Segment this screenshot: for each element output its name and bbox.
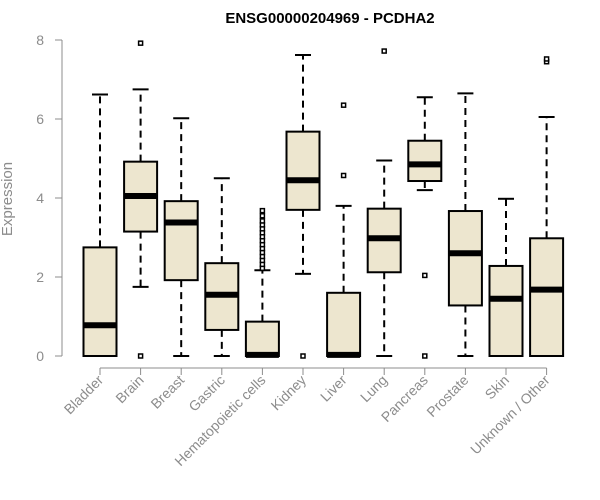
outlier-point	[422, 353, 428, 359]
box-kidney	[285, 54, 321, 359]
iqr-box	[285, 130, 321, 211]
outlier-point	[259, 207, 266, 214]
box-skin	[488, 197, 524, 357]
x-tick-label: Brain	[112, 372, 146, 406]
box-series	[82, 40, 565, 359]
x-tick-label: Liver	[317, 372, 350, 405]
outlier-point	[300, 353, 306, 359]
iqr-box	[447, 210, 483, 307]
outlier-point	[259, 218, 266, 224]
y-tick-label: 6	[36, 111, 44, 127]
outlier-point	[381, 48, 387, 54]
iqr-box	[326, 291, 362, 357]
x-tick-label: Kidney	[268, 372, 310, 414]
box-unknown-other	[529, 56, 565, 357]
iqr-box	[488, 264, 524, 357]
outlier-point	[340, 172, 347, 179]
box-prostate	[447, 92, 483, 357]
x-tick-label: Bladder	[61, 372, 107, 418]
box-brain	[123, 40, 159, 359]
iqr-box	[407, 139, 443, 183]
box-breast	[163, 117, 199, 357]
chart-title: ENSG00000204969 - PCDHA2	[225, 10, 434, 27]
y-tick-label: 2	[36, 269, 44, 285]
outlier-point	[543, 56, 550, 62]
x-tick-label: Lung	[357, 372, 390, 405]
y-tick-label: 0	[36, 348, 44, 364]
outlier-point	[137, 353, 144, 359]
x-tick-label: Breast	[147, 372, 187, 412]
y-tick-label: 8	[36, 32, 44, 48]
box-bladder	[82, 93, 118, 357]
y-tick-label: 4	[36, 190, 44, 206]
iqr-box	[529, 237, 565, 357]
outlier-point	[259, 213, 266, 219]
iqr-box	[82, 246, 118, 357]
box-gastric	[204, 177, 240, 357]
iqr-box	[244, 320, 280, 358]
outlier-point	[137, 40, 144, 46]
y-axis-label: Expression	[0, 162, 16, 236]
y-axis: 0 2 4 6 8	[36, 32, 63, 364]
box-hematopoietic-cells	[244, 207, 280, 358]
box-pancreas	[407, 96, 443, 359]
outlier-point	[422, 272, 428, 279]
x-tick-label: Prostate	[423, 372, 471, 420]
box-liver	[326, 102, 362, 358]
outlier-point	[340, 102, 347, 108]
box-lung	[366, 48, 402, 357]
iqr-box	[163, 200, 199, 282]
x-tick-label: Skin	[482, 372, 513, 403]
